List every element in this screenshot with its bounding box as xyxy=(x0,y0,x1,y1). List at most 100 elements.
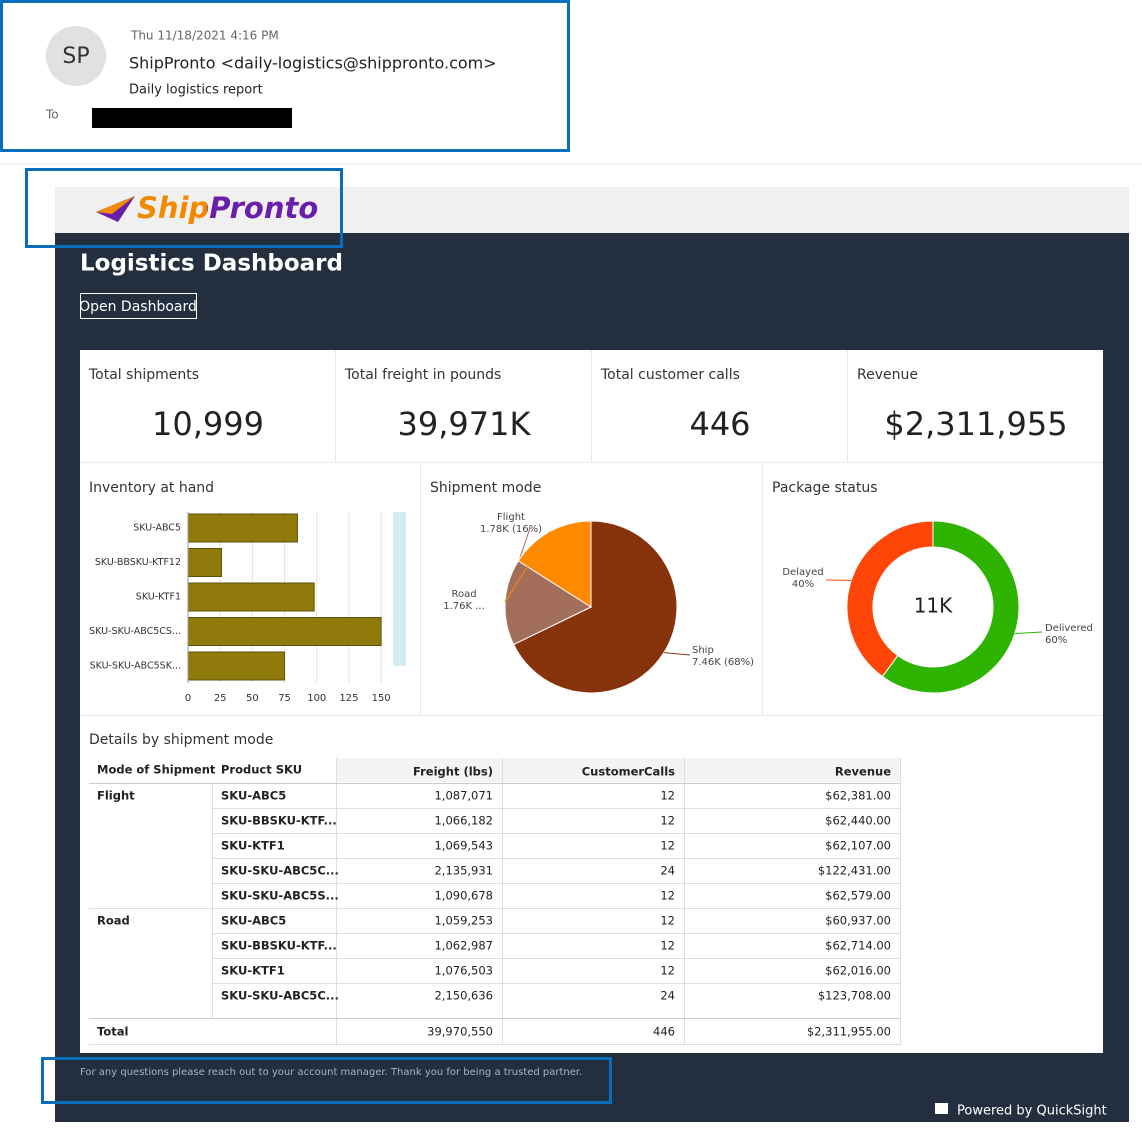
x-tick-label: 125 xyxy=(339,693,358,704)
to-label: To xyxy=(45,108,59,122)
chart-title: Package status xyxy=(772,480,878,496)
leader-line xyxy=(663,652,691,656)
table-cell: $62,107.00 xyxy=(825,839,891,853)
table-cell: 12 xyxy=(660,964,675,978)
y-tick-label: SKU-BBSKU-KTF12 xyxy=(95,557,181,568)
kpi-card xyxy=(592,350,847,462)
table-cell: 12 xyxy=(660,889,675,903)
chart-title: Inventory at hand xyxy=(89,480,214,496)
table-cell: 1,069,543 xyxy=(434,839,493,853)
logo-text: ShipPronto xyxy=(137,191,318,225)
logo-bar xyxy=(55,187,1129,234)
table-cell: $123,708.00 xyxy=(818,989,891,1003)
x-tick-label: 50 xyxy=(246,693,259,704)
slice-label: Road xyxy=(451,589,476,600)
table-cell: 12 xyxy=(660,789,675,803)
table-cell: SKU-SKU-ABC5C... xyxy=(221,864,339,878)
y-tick-label: SKU-ABC5 xyxy=(133,523,181,534)
group-label: Flight xyxy=(97,789,135,803)
email-subject: Daily logistics report xyxy=(129,83,263,98)
table-cell: 1,059,253 xyxy=(434,914,493,928)
email-sender[interactable]: ShipPronto <daily-logistics@shippronto.c… xyxy=(129,54,497,73)
bar xyxy=(187,513,298,543)
table-cell: $62,440.00 xyxy=(825,814,891,828)
slice-value-label: 1.76K ... xyxy=(443,601,485,612)
table-cell: $62,714.00 xyxy=(825,939,891,953)
table-cell: 1,090,678 xyxy=(434,889,493,903)
powered-by: Powered by QuickSight xyxy=(957,1104,1107,1119)
table-cell: SKU-BBSKU-KTF... xyxy=(221,939,337,953)
open-dashboard-label[interactable]: Open Dashboard xyxy=(79,299,197,315)
email-date: Thu 11/18/2021 4:16 PM xyxy=(130,29,279,43)
total-cell: Total xyxy=(97,1025,128,1039)
table-cell: SKU-SKU-ABC5S... xyxy=(221,889,339,903)
column-header: Product SKU xyxy=(221,763,302,777)
table-cell: 1,087,071 xyxy=(434,789,493,803)
bar xyxy=(187,582,315,612)
table-cell: 12 xyxy=(660,839,675,853)
kpi-label: Total shipments xyxy=(88,367,199,383)
kpi-value: 39,971K xyxy=(398,405,532,443)
bar xyxy=(187,548,222,577)
logo: ShipPronto xyxy=(96,191,318,225)
table-cell: 1,066,182 xyxy=(434,814,493,828)
table-cell: SKU-BBSKU-KTF... xyxy=(221,814,337,828)
table-title: Details by shipment mode xyxy=(89,732,273,748)
kpi-label: Total customer calls xyxy=(600,367,740,383)
kpi-row: Total shipments 10,999 Total freight in po… xyxy=(80,350,1103,462)
donut-center-label: 11K xyxy=(914,594,953,618)
table-cell: 12 xyxy=(660,814,675,828)
total-cell: 39,970,550 xyxy=(427,1025,493,1039)
highlight-box xyxy=(0,0,570,152)
table-cell: 24 xyxy=(660,864,675,878)
table-cell: $122,431.00 xyxy=(818,864,891,878)
kpi-value: $2,311,955 xyxy=(884,405,1067,443)
leader-line xyxy=(504,527,531,603)
logo-plane-wing xyxy=(96,196,135,214)
email-header: SP Thu 11/18/2021 4:16 PM ShipPronto <da… xyxy=(0,0,570,152)
redacted-recipient xyxy=(92,108,292,128)
kpi-card xyxy=(336,350,591,462)
x-tick-label: 150 xyxy=(372,693,391,704)
slice-value-label: 60% xyxy=(1045,635,1067,646)
slice-value-label: 7.46K (68%) xyxy=(692,657,754,668)
kpi-value: 446 xyxy=(689,405,750,443)
highlight-box xyxy=(25,168,343,248)
table-cell: $60,937.00 xyxy=(825,914,891,928)
slice-value-label: 1.78K (16%) xyxy=(480,524,542,535)
column-header: CustomerCalls xyxy=(582,765,675,779)
scrollbar xyxy=(393,512,406,666)
column-header: Revenue xyxy=(835,765,891,779)
y-tick-label: SKU-KTF1 xyxy=(136,592,181,603)
table-cell: 2,135,931 xyxy=(434,864,493,878)
pie-slice xyxy=(512,520,678,694)
table-cell: 2,150,636 xyxy=(434,989,493,1003)
footer-note: For any questions please reach out to yo… xyxy=(80,1067,582,1078)
group-label: Road xyxy=(97,914,130,928)
column-header: Mode of Shipment xyxy=(97,763,216,777)
charts-row: Inventory at hand 0 25 50 75 100 125 150 SKU-ABC… xyxy=(80,463,1103,715)
kpi-value: 10,999 xyxy=(152,405,264,443)
y-tick-label: SKU-SKU-ABC5CS... xyxy=(89,626,181,637)
kpi-label: Total freight in pounds xyxy=(344,367,501,383)
leader-line xyxy=(1014,631,1043,635)
open-dashboard-button[interactable] xyxy=(80,293,197,319)
leader-line xyxy=(504,531,550,603)
table-cell: SKU-ABC5 xyxy=(221,914,286,928)
table-cell: SKU-SKU-ABC5C... xyxy=(221,989,339,1003)
pie-slice xyxy=(504,560,593,646)
kpi-card xyxy=(848,350,1103,462)
total-cell: 446 xyxy=(653,1025,675,1039)
bar xyxy=(187,651,286,681)
table-cell: $62,381.00 xyxy=(825,789,891,803)
x-tick-label: 25 xyxy=(214,693,227,704)
donut-segment xyxy=(881,520,1020,694)
slice-value-label: 40% xyxy=(792,579,814,590)
table-cell: $62,016.00 xyxy=(825,964,891,978)
total-cell: $2,311,955.00 xyxy=(807,1025,891,1039)
avatar-initials: SP xyxy=(62,44,89,69)
kpi-card xyxy=(80,350,335,462)
slice-label: Delayed xyxy=(782,567,823,578)
column-header: Freight (lbs) xyxy=(413,765,493,779)
